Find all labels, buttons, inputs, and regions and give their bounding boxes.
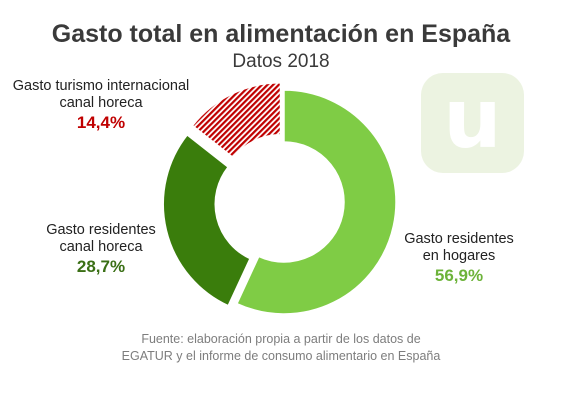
label-hogares-line1: Gasto residentes <box>404 231 514 247</box>
label-turismo-pct: 14,4% <box>76 113 126 132</box>
chart-title: Gasto total en alimentación en España <box>51 20 511 48</box>
label-horeca-pct: 28,7% <box>76 257 126 276</box>
source-line2: EGATUR y el informe de consumo alimentar… <box>121 349 441 363</box>
label-hogares-pct: 56,9% <box>434 266 484 285</box>
brand-logo: u <box>421 73 524 173</box>
label-turismo-line1: Gasto turismo internacional <box>12 78 190 94</box>
label-turismo-internacional: Gasto turismo internacional canal horeca… <box>6 78 196 131</box>
chart-subtitle: Datos 2018 <box>232 51 330 72</box>
source-note: Fuente: elaboración propia a partir de l… <box>0 331 562 365</box>
label-hogares-line2: en hogares <box>422 248 496 264</box>
source-line1: Fuente: elaboración propia a partir de l… <box>141 332 421 346</box>
label-horeca-line1: Gasto residentes <box>46 222 156 238</box>
label-residentes-horeca: Gasto residentes canal horeca 28,7% <box>36 222 166 275</box>
label-turismo-line2: canal horeca <box>59 95 143 111</box>
slice-turismo-internacional <box>191 82 282 159</box>
label-residentes-hogares: Gasto residentes en hogares 56,9% <box>394 231 524 284</box>
label-horeca-line2: canal horeca <box>59 239 143 255</box>
slice-residentes-horeca <box>162 133 252 307</box>
brand-logo-letter: u <box>443 72 502 167</box>
slice-residentes-hogares <box>235 89 397 315</box>
